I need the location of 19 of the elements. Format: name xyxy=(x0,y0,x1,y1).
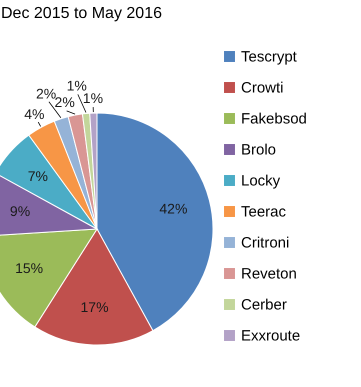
legend-label: Critroni xyxy=(241,234,290,252)
legend-label: Reveton xyxy=(241,266,297,282)
legend-label: Cerber xyxy=(241,296,287,314)
data-label: 9% xyxy=(10,202,30,219)
chart-title: Dec 2015 to May 2016 xyxy=(1,5,162,22)
legend-label: Teerac xyxy=(241,204,287,220)
data-label: 42% xyxy=(159,200,188,216)
legend-label: Locky xyxy=(241,172,281,190)
data-label: 2% xyxy=(54,94,75,110)
legend-label: Fakebsod xyxy=(241,110,307,128)
data-label: 15% xyxy=(15,260,44,276)
legend-label: Brolo xyxy=(241,142,276,158)
data-label: 4% xyxy=(24,106,44,122)
legend-label: Exxroute xyxy=(241,328,300,344)
legend-label: Tescrypt xyxy=(241,48,298,66)
data-label: 7% xyxy=(28,168,48,184)
data-label: 2% xyxy=(36,85,56,102)
data-label: 17% xyxy=(80,298,109,315)
legend-label: Crowti xyxy=(241,80,284,96)
